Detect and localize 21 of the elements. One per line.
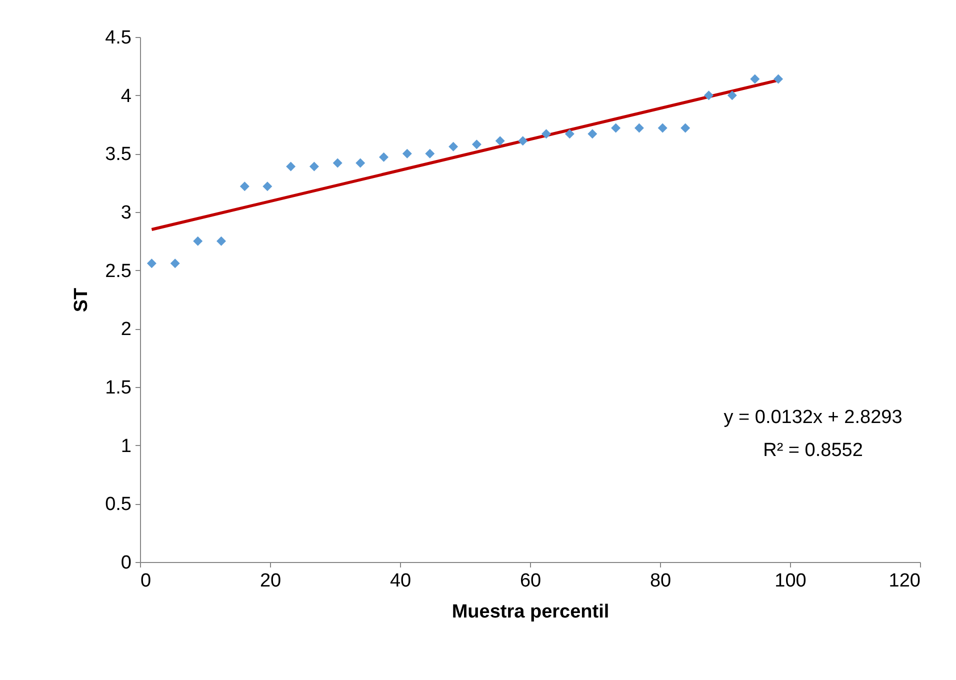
y-tick-label: 1	[120, 436, 132, 457]
x-tick-label: 0	[140, 570, 152, 592]
y-tick-label: 2.5	[105, 260, 132, 282]
y-tick-label: 2	[120, 319, 132, 340]
y-tick-label: 4.5	[105, 28, 132, 48]
x-tick-label: 80	[650, 570, 672, 592]
x-tick-label: 40	[390, 570, 412, 592]
x-tick-label: 120	[888, 570, 920, 592]
y-tick-label: 1.5	[105, 378, 132, 398]
y-tick-label: 3.5	[105, 144, 132, 166]
x-tick-label: 60	[520, 570, 542, 592]
y-tick-label: 0	[120, 552, 132, 574]
y-tick-label: 4	[120, 86, 132, 107]
x-axis-title: Muestra percentil	[452, 602, 610, 622]
x-tick-label: 100	[774, 570, 806, 592]
x-tick-label: 20	[260, 570, 282, 592]
y-tick-label: 0.5	[105, 494, 132, 516]
annotation: R² = 0.8552	[763, 440, 863, 461]
y-axis-title: ST	[71, 287, 92, 312]
y-tick-label: 3	[120, 202, 132, 224]
annotation: y = 0.0132x + 2.8293	[724, 407, 902, 428]
